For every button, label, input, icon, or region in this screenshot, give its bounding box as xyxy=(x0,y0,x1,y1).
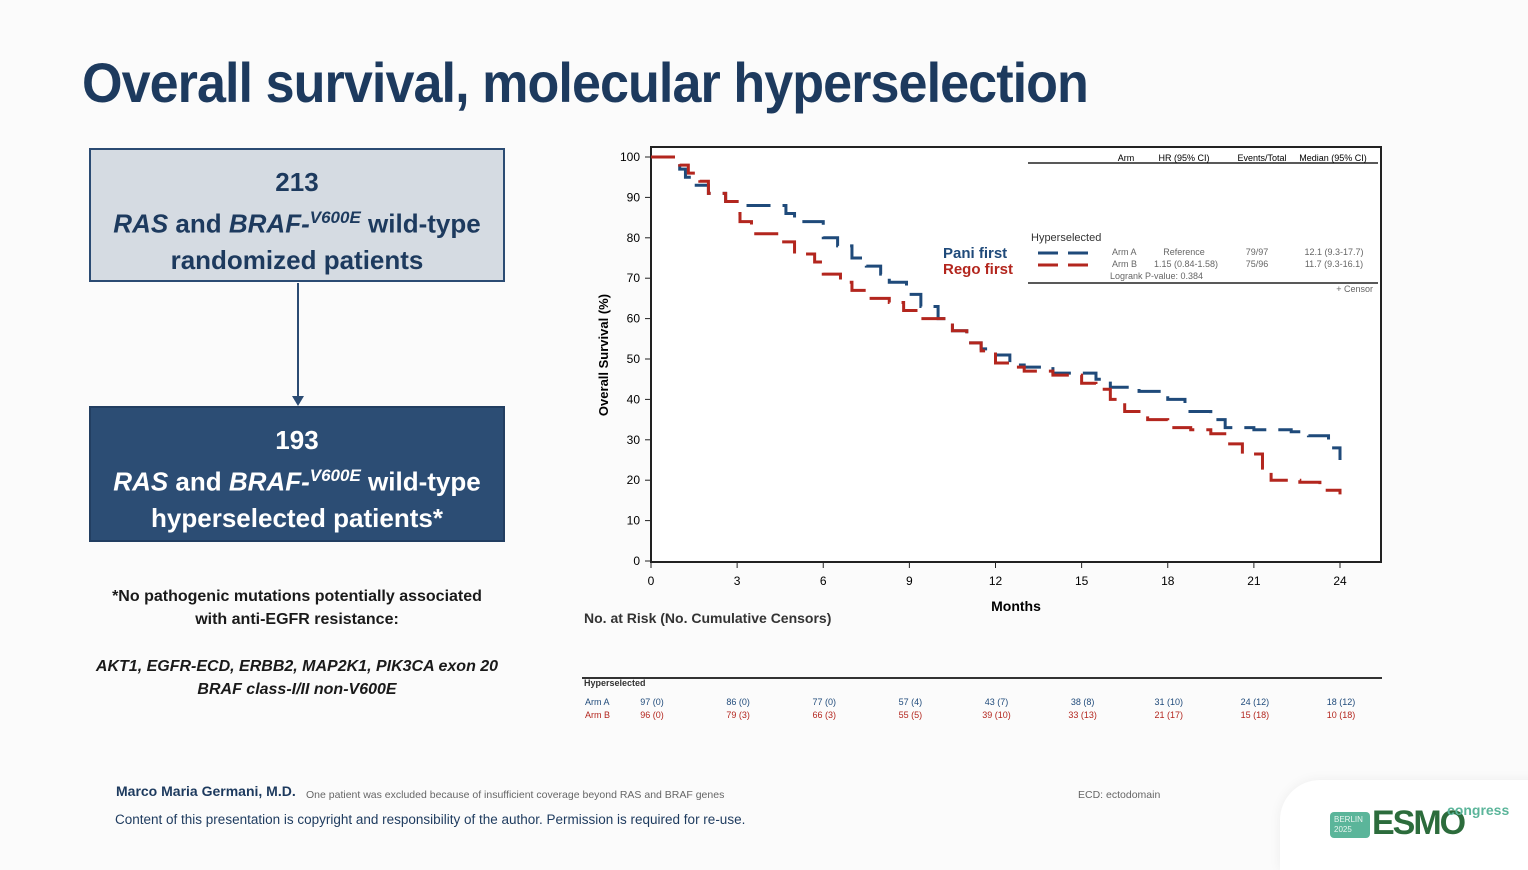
svg-text:75/96: 75/96 xyxy=(1246,259,1269,269)
risk-value: 57 (4) xyxy=(899,697,923,707)
svg-text:Reference: Reference xyxy=(1163,247,1205,257)
hyperselected-patients-box: 193 RAS and BRAF-V600E wild-type hyperse… xyxy=(89,406,505,542)
risk-value: 97 (0) xyxy=(640,697,664,707)
legend-label-pani: Pani first xyxy=(943,245,1007,262)
plot-frame xyxy=(650,146,1382,563)
legend-header-arm: Arm xyxy=(1118,153,1135,163)
y-tick-label: 100 xyxy=(620,150,640,164)
survival-curve-arm-b xyxy=(651,155,1342,495)
randomized-desc: RAS and BRAF-V600E wild-type xyxy=(113,208,481,239)
risk-value: 86 (0) xyxy=(726,697,750,707)
x-tick-label: 9 xyxy=(906,574,913,588)
y-tick-label: 40 xyxy=(627,392,641,406)
risk-arm-label: Arm A xyxy=(585,697,610,707)
y-tick-label: 10 xyxy=(627,514,641,528)
gene-list: AKT1, EGFR-ECD, ERBB2, MAP2K1, PIK3CA ex… xyxy=(95,658,499,698)
arrow-head-icon xyxy=(292,396,304,406)
x-tick-label: 12 xyxy=(989,574,1003,588)
svg-text:79/97: 79/97 xyxy=(1246,247,1269,257)
legend-header-median: Median (95% CI) xyxy=(1299,153,1367,163)
svg-text:Arm A: Arm A xyxy=(1112,247,1137,257)
risk-value: 96 (0) xyxy=(640,710,664,720)
hyperselected-desc: RAS and BRAF-V600E wild-type xyxy=(113,466,481,497)
author-name: Marco Maria Germani, M.D. xyxy=(116,783,296,799)
x-tick-label: 15 xyxy=(1075,574,1089,588)
esmo-logo: BERLIN 2025 ESMO congress xyxy=(1280,780,1528,870)
flow-arrow xyxy=(297,283,299,399)
risk-table-group: Hyperselected xyxy=(584,678,646,688)
svg-text:1.15 (0.84-1.58): 1.15 (0.84-1.58) xyxy=(1154,259,1218,269)
x-tick-label: 18 xyxy=(1161,574,1175,588)
risk-value: 66 (3) xyxy=(812,710,836,720)
risk-value: 15 (18) xyxy=(1241,710,1270,720)
x-tick-label: 24 xyxy=(1333,574,1347,588)
risk-value: 33 (13) xyxy=(1068,710,1097,720)
randomized-label: randomized patients xyxy=(170,244,424,275)
risk-value: 18 (12) xyxy=(1327,697,1356,707)
legend-header-hr: HR (95% CI) xyxy=(1158,153,1209,163)
risk-value: 21 (17) xyxy=(1154,710,1183,720)
risk-value: 24 (12) xyxy=(1241,697,1270,707)
hyperselected-count: 193 xyxy=(275,425,319,455)
risk-value: 79 (3) xyxy=(726,710,750,720)
x-axis-label: Months xyxy=(991,598,1041,614)
x-tick-label: 3 xyxy=(734,574,741,588)
risk-value: 39 (10) xyxy=(982,710,1011,720)
x-tick-label: 21 xyxy=(1247,574,1261,588)
y-tick-label: 70 xyxy=(627,271,641,285)
risk-value: 38 (8) xyxy=(1071,697,1095,707)
randomized-patients-box: 213 RAS and BRAF-V600E wild-type randomi… xyxy=(89,148,505,282)
slide-title: Overall survival, molecular hyperselecti… xyxy=(82,51,1089,114)
legend-header-events: Events/Total xyxy=(1237,153,1286,163)
copyright-notice: Content of this presentation is copyrigh… xyxy=(115,812,746,827)
y-tick-label: 90 xyxy=(627,190,641,204)
censor-legend: + Censor xyxy=(1336,284,1373,294)
y-tick-label: 20 xyxy=(627,473,641,487)
risk-value: 43 (7) xyxy=(985,697,1009,707)
legend-label-rego: Rego first xyxy=(943,261,1013,278)
y-axis-label: Overall Survival (%) xyxy=(596,294,611,416)
risk-value: 55 (5) xyxy=(899,710,923,720)
logrank-pvalue: Logrank P-value: 0.384 xyxy=(1110,271,1203,281)
exclusion-note: One patient was excluded because of insu… xyxy=(306,789,725,801)
y-tick-label: 0 xyxy=(633,554,640,568)
y-tick-label: 80 xyxy=(627,231,641,245)
risk-value: 77 (0) xyxy=(812,697,836,707)
risk-value: 31 (10) xyxy=(1154,697,1183,707)
risk-value: 10 (18) xyxy=(1327,710,1356,720)
y-tick-label: 30 xyxy=(627,433,641,447)
y-tick-label: 50 xyxy=(627,352,641,366)
legend-group: Hyperselected xyxy=(1031,232,1101,244)
footnote: *No pathogenic mutations potentially ass… xyxy=(112,588,482,628)
svg-text:Arm B: Arm B xyxy=(1112,259,1137,269)
x-tick-label: 0 xyxy=(648,574,655,588)
risk-table-title: No. at Risk (No. Cumulative Censors) xyxy=(584,610,831,626)
abbreviation-note: ECD: ectodomain xyxy=(1078,789,1161,801)
risk-arm-label: Arm B xyxy=(585,710,610,720)
y-tick-label: 60 xyxy=(627,312,641,326)
svg-text:12.1 (9.3-17.7): 12.1 (9.3-17.7) xyxy=(1304,247,1363,257)
randomized-count: 213 xyxy=(275,167,319,197)
svg-text:11.7 (9.3-16.1): 11.7 (9.3-16.1) xyxy=(1305,259,1363,269)
x-tick-label: 6 xyxy=(820,574,827,588)
hyperselected-label: hyperselected patients* xyxy=(151,502,443,533)
